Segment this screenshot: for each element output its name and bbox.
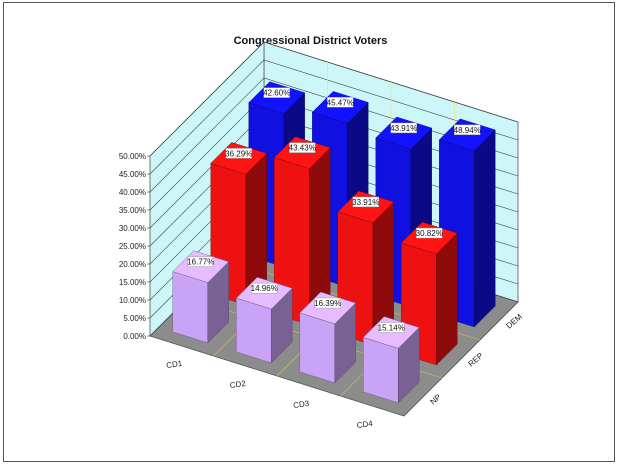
data-label-np-cd4: 15.14% [378,322,405,333]
data-label-box [416,227,443,239]
data-label-text: 43.91% [390,124,417,133]
category-label-cd1: CD1 [166,359,184,370]
data-label-box [378,322,405,333]
bars: 42.60% 45.47% 43.91% 48.94% 36.29% 43.43% 33.9… [172,81,496,404]
y-tick-label: 10.00% [119,296,146,305]
chart-title: Congressional District Voters [233,35,388,47]
data-label-box [263,87,290,98]
y-tick-label: 45.00% [119,170,146,179]
data-label-text: 36.29% [225,149,252,158]
bar-np-cd3 [299,291,357,384]
series-label-dem: DEM [505,312,525,331]
y-tick-label: 15.00% [119,278,146,287]
data-label-np-cd3: 16.39% [314,297,341,309]
data-label-rep-cd2: 43.43% [289,142,316,153]
bar-np-cd4 [362,316,420,404]
data-label-text: 16.77% [187,258,214,267]
data-label-dem-cd4: 48.94% [454,124,481,136]
bar-side-face [474,129,496,328]
data-label-dem-cd1: 42.60% [263,87,290,98]
data-label-box [327,97,354,108]
category-labels: CD1 CD2 CD3 CD4 [166,359,374,430]
gridline [149,77,519,193]
data-label-rep-cd4: 30.82% [416,227,443,239]
data-label-text: 15.14% [378,323,405,332]
bar-rep-cd1 [210,142,268,306]
data-label-text: 33.91% [352,198,379,207]
bar-front-face [363,337,399,404]
data-label-text: 30.82% [416,229,443,238]
data-label-np-cd2: 14.96% [251,282,278,294]
data-label-box [454,124,481,136]
data-label-rep-cd3: 33.91% [352,196,379,208]
y-tick-label: 30.00% [119,224,146,233]
category-label-cd3: CD3 [293,399,311,410]
bar-front-face [236,297,272,364]
data-label-dem-cd3: 43.91% [390,122,417,134]
data-label-rep-cd1: 36.29% [225,148,252,159]
y-tick-label: 40.00% [119,188,146,197]
bar-side-face [436,232,458,366]
data-label-text: 16.39% [314,299,341,308]
y-tick-label: 0.00% [123,332,146,341]
y-tick-label: 25.00% [119,242,146,251]
y-axis-ticks: 0.00% 5.00% 10.00% 15.00% 20.00% 25.00% 30.00%… [119,152,150,341]
data-label-box [314,297,341,309]
bar-front-face [172,271,209,344]
y-tick-label: 5.00% [123,314,146,323]
gridline [149,59,519,175]
data-label-box [289,142,316,153]
gridline [149,41,519,157]
series-label-rep: REP [467,351,485,368]
data-label-box [187,256,214,267]
bar-front-face [299,312,335,384]
category-label-cd4: CD4 [356,419,374,430]
data-label-box [225,148,252,159]
series-label-np: NP [429,392,443,406]
data-label-text: 45.47% [327,98,354,107]
data-label-dem-cd2: 45.47% [327,97,354,108]
y-tick-label: 35.00% [119,206,146,215]
data-label-box [390,122,417,134]
data-label-text: 42.60% [263,89,290,98]
y-tick-label: 50.00% [119,152,146,161]
data-label-text: 48.94% [454,126,481,135]
data-label-np-cd1: 16.77% [187,256,214,267]
category-label-cd2: CD2 [229,379,247,390]
data-label-text: 43.43% [289,144,316,153]
data-label-box [352,196,379,208]
data-label-text: 14.96% [251,284,278,293]
data-label-box [251,282,278,294]
y-tick-label: 20.00% [119,260,146,269]
